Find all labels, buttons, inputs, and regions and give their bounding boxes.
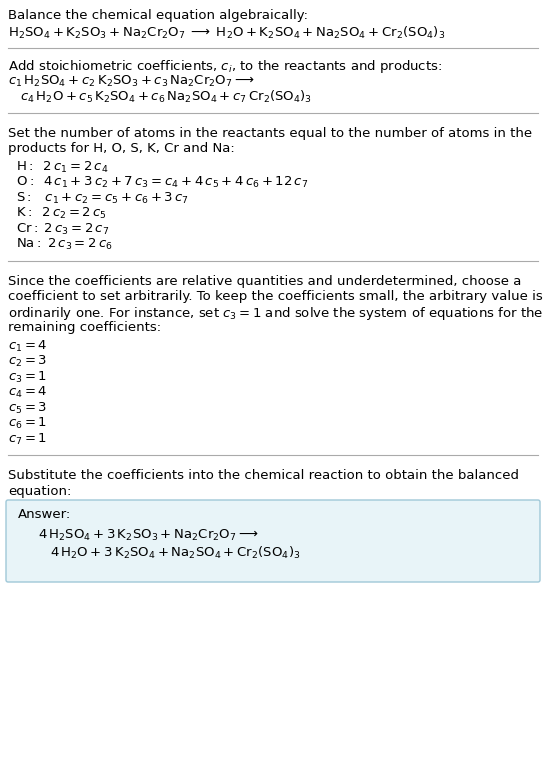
Text: $\mathregular{H_2SO_4 + K_2SO_3 + Na_2Cr_2O_7}$$\;\longrightarrow\;\mathregular{: $\mathregular{H_2SO_4 + K_2SO_3 + Na_2Cr… [8,25,446,40]
Text: ordinarily one. For instance, set $c_3 = 1$ and solve the system of equations fo: ordinarily one. For instance, set $c_3 =… [8,305,543,322]
Text: $c_7 = 1$: $c_7 = 1$ [8,432,47,446]
FancyBboxPatch shape [6,500,540,582]
Text: products for H, O, S, K, Cr and Na:: products for H, O, S, K, Cr and Na: [8,142,235,155]
Text: remaining coefficients:: remaining coefficients: [8,321,161,334]
Text: coefficient to set arbitrarily. To keep the coefficients small, the arbitrary va: coefficient to set arbitrarily. To keep … [8,290,543,303]
Text: $\mathrm{K{:}}\;\; 2\,c_2 = 2\,c_5$: $\mathrm{K{:}}\;\; 2\,c_2 = 2\,c_5$ [16,206,106,221]
Text: $\mathrm{Na{:}}\; 2\,c_3 = 2\,c_6$: $\mathrm{Na{:}}\; 2\,c_3 = 2\,c_6$ [16,237,112,252]
Text: Balance the chemical equation algebraically:: Balance the chemical equation algebraica… [8,9,308,22]
Text: Substitute the coefficients into the chemical reaction to obtain the balanced: Substitute the coefficients into the che… [8,469,519,482]
Text: $4\,\mathregular{H_2O} + 3\,\mathregular{K_2SO_4} + \mathregular{Na_2SO_4} + \ma: $4\,\mathregular{H_2O} + 3\,\mathregular… [50,545,300,561]
Text: $c_1\,\mathregular{H_2SO_4} + c_2\,\mathregular{K_2SO_3} + c_3\,\mathregular{Na_: $c_1\,\mathregular{H_2SO_4} + c_2\,\math… [8,74,254,88]
Text: $c_1 = 4$: $c_1 = 4$ [8,339,48,353]
Text: Add stoichiometric coefficients, $c_i$, to the reactants and products:: Add stoichiometric coefficients, $c_i$, … [8,58,442,75]
Text: $c_4\,\mathregular{H_2O} + c_5\,\mathregular{K_2SO_4} + c_6\,\mathregular{Na_2SO: $c_4\,\mathregular{H_2O} + c_5\,\mathreg… [20,89,312,105]
Text: $\mathrm{H{:}}\;\; 2\,c_1 = 2\,c_4$: $\mathrm{H{:}}\;\; 2\,c_1 = 2\,c_4$ [16,160,108,174]
Text: $c_3 = 1$: $c_3 = 1$ [8,370,47,384]
Text: Since the coefficients are relative quantities and underdetermined, choose a: Since the coefficients are relative quan… [8,274,521,288]
Text: Answer:: Answer: [18,508,71,521]
Text: $c_2 = 3$: $c_2 = 3$ [8,354,47,369]
Text: $c_4 = 4$: $c_4 = 4$ [8,385,48,400]
Text: $\mathrm{O{:}}\;\; 4\,c_1 + 3\,c_2 + 7\,c_3 = c_4 + 4\,c_5 + 4\,c_6 + 12\,c_7$: $\mathrm{O{:}}\;\; 4\,c_1 + 3\,c_2 + 7\,… [16,175,308,190]
Text: $\mathrm{Cr{:}}\; 2\,c_3 = 2\,c_7$: $\mathrm{Cr{:}}\; 2\,c_3 = 2\,c_7$ [16,222,109,236]
Text: Set the number of atoms in the reactants equal to the number of atoms in the: Set the number of atoms in the reactants… [8,126,532,140]
Text: $\mathrm{S{:}}\;\;\; c_1 + c_2 = c_5 + c_6 + 3\,c_7$: $\mathrm{S{:}}\;\;\; c_1 + c_2 = c_5 + c… [16,191,189,205]
Text: $c_6 = 1$: $c_6 = 1$ [8,416,47,431]
Text: $c_5 = 3$: $c_5 = 3$ [8,401,47,415]
Text: $4\,\mathregular{H_2SO_4} + 3\,\mathregular{K_2SO_3} + \mathregular{Na_2Cr_2O_7}: $4\,\mathregular{H_2SO_4} + 3\,\mathregu… [38,528,259,542]
Text: equation:: equation: [8,484,72,498]
